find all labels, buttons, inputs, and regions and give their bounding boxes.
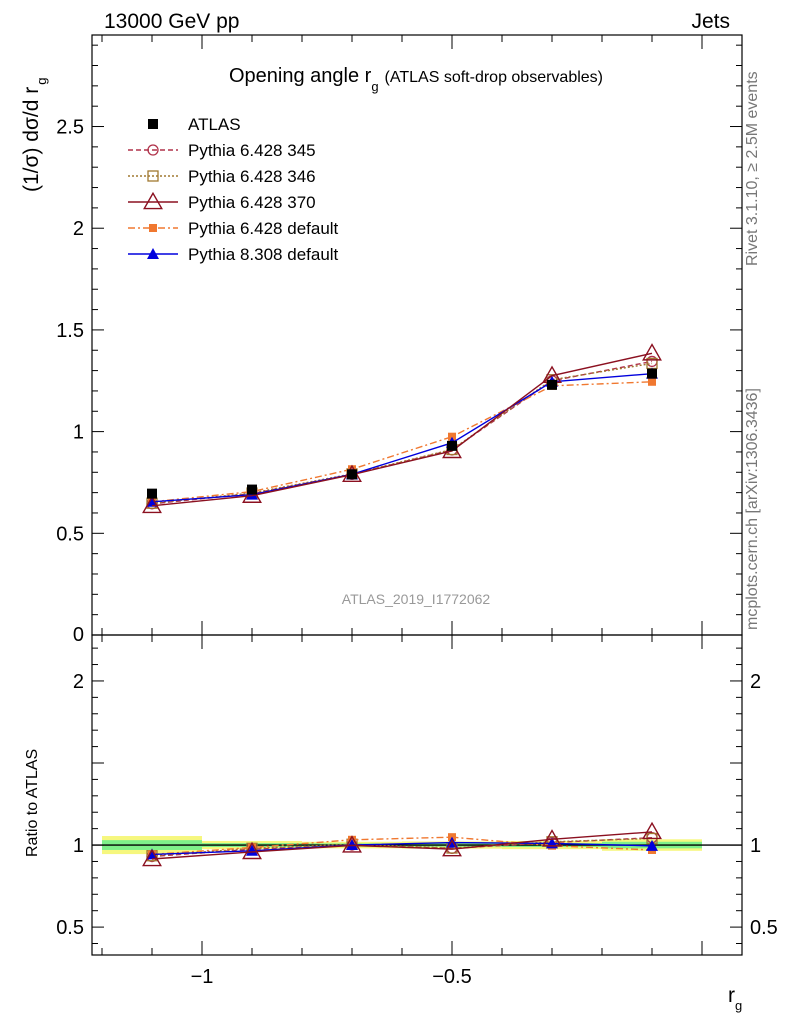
series-pythia-8-308-default [146,367,658,507]
y-tick-label-main: 1 [73,422,84,444]
legend-marker-pythia-6-428-345 [147,144,159,156]
chart-title-subscript: g [371,79,378,94]
series-line-pythia-6-428-345 [151,360,653,505]
point-atlas-2 [247,484,257,495]
point-pythia-6-428-370-6 [642,343,662,361]
point-pythia-6-428-default-6 [648,377,656,386]
point-pythia-6-428-370-1 [142,495,162,514]
y-tick-label-main-zero: 0 [73,624,84,646]
y-tick-label-ratio-right: 2 [750,671,761,693]
y-axis-label-main: (1/σ) dσ/d r g [20,77,49,192]
series-pythia-6-428-346 [146,357,658,509]
y-tick-label-ratio-right: 1 [750,835,761,857]
series-pythia-6-428-default [148,377,656,506]
point-atlas-6 [647,368,657,379]
ratio-point-pythia-8-308-default-3 [346,839,358,851]
legend-item-pythia-6-428-346: Pythia 6.428 346 [128,167,316,186]
legend-label-pythia-6-428-346: Pythia 6.428 346 [188,167,316,186]
header-right: Jets [691,10,730,33]
point-atlas-1 [147,488,157,499]
y-tick-label-ratio-left: 2 [73,671,84,693]
legend-item-pythia-6-428-370: Pythia 6.428 370 [128,191,316,212]
legend-marker-atlas [148,119,158,129]
legend-item-pythia-8-308-default: Pythia 8.308 default [128,245,339,264]
series-line-pythia-6-428-default [151,381,653,503]
header-left: 13000 GeV pp [104,10,239,33]
point-atlas-4 [447,440,457,451]
legend-label-atlas: ATLAS [188,115,241,134]
main-series-layer [142,343,662,514]
point-atlas-5 [547,379,557,390]
legend-item-pythia-6-428-345: Pythia 6.428 345 [128,141,316,160]
analysis-watermark: ATLAS_2019_I1772062 [342,591,491,607]
series-line-pythia-6-428-346 [151,362,653,504]
ratio-line-pythia-6-428-370 [151,831,653,860]
ratio-point-pythia-6-428-370-5 [542,829,562,847]
axes-layer: 0.5 1 1.5 2 2.5 0 0.5 0.5 1 1 2 2 −1 −0.5 [56,34,778,988]
chart-title-suffix: (ATLAS soft-drop observables) [385,69,603,86]
y-axis-label-text: (1/σ) dσ/d r [20,87,43,192]
ratio-point-pythia-6-428-370-4 [442,838,462,857]
series-atlas [147,368,657,499]
y-tick-label-main: 2.5 [56,117,84,139]
x-axis-label: rg [728,984,742,1013]
legend-label-pythia-6-428-345: Pythia 6.428 345 [188,141,316,160]
legend-label-pythia-8-308-default: Pythia 8.308 default [188,245,339,264]
series-line-pythia-6-428-370 [151,352,653,507]
legend-label-pythia-6-428-370: Pythia 6.428 370 [188,193,316,212]
ratio-point-pythia-6-428-370-3 [342,835,362,853]
ratio-panel-frame [91,634,743,956]
ratio-point-pythia-8-308-default-2 [246,844,258,856]
legend-marker-pythia-6-428-370 [143,191,163,210]
ratio-point-pythia-8-308-default-6 [646,839,658,851]
chart-title-main: Opening angle r [229,65,372,87]
ratio-series-pythia-6-428-370 [142,821,662,867]
ratio-line-pythia-6-428-default [151,836,653,856]
y-tick-label-ratio-right: 0.5 [750,917,778,939]
legend-item-pythia-6-428-default: Pythia 6.428 default [128,219,339,238]
x-tick-label: −0.5 [432,966,471,988]
ratio-line-pythia-6-428-346 [151,837,653,857]
ratio-point-pythia-6-428-370-2 [242,841,262,860]
ratio-line-pythia-8-308-default [151,841,653,856]
x-tick-label: −1 [191,966,214,988]
y-axis-label-ratio: Ratio to ATLAS [24,749,41,857]
y-tick-label-ratio-left: 0.5 [56,917,84,939]
legend-item-atlas: ATLAS [148,115,241,134]
x-axis-label-subscript: g [735,998,742,1013]
legend-label-pythia-6-428-default: Pythia 6.428 default [188,219,339,238]
legend: ATLAS Pythia 6.428 345 Pythia 6.428 346 Pyt… [128,115,339,264]
rivet-version-label: Rivet 3.1.10, ≥ 2.5M events [744,71,761,266]
mcplots-reference-label: mcplots.cern.ch [arXiv:1306.3436] [744,388,761,630]
point-pythia-6-428-370-2 [242,485,262,503]
point-atlas-3 [347,469,357,480]
y-tick-label-ratio-left: 1 [73,835,84,857]
x-axis-label-text: r [728,984,735,1007]
ratio-series-pythia-8-308-default [146,836,658,860]
y-tick-label-main: 0.5 [56,523,84,545]
legend-marker-pythia-6-428-346 [147,170,159,182]
ratio-point-pythia-6-428-370-1 [142,848,162,867]
point-pythia-6-428-default-4 [448,432,456,441]
legend-marker-pythia-6-428-default [149,224,157,232]
chart-title: Opening angle rg (ATLAS soft-drop observa… [229,65,603,94]
y-tick-label-main: 1.5 [56,320,84,342]
y-tick-label-main: 2 [73,218,84,240]
legend-marker-pythia-8-308-default [147,248,159,259]
ratio-series-layer [142,821,662,867]
point-pythia-8-308-default-1 [146,495,158,507]
series-pythia-6-428-370 [142,343,662,514]
ratio-point-pythia-6-428-370-6 [642,821,662,840]
y-axis-label-subscript: g [34,77,49,84]
series-line-pythia-8-308-default [151,372,653,503]
